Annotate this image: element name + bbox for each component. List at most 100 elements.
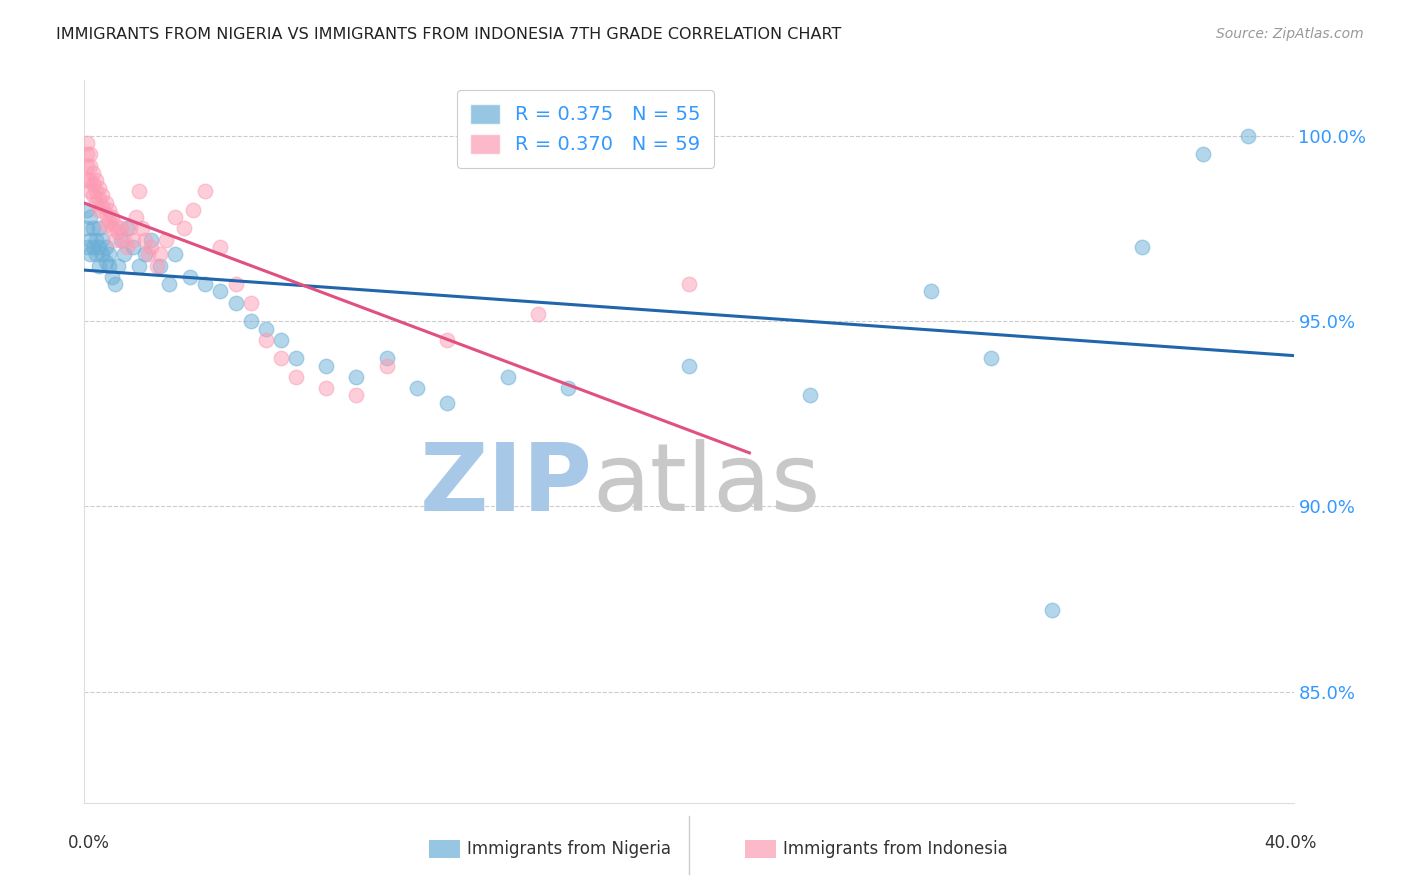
Text: Immigrants from Indonesia: Immigrants from Indonesia xyxy=(783,840,1008,858)
Point xyxy=(97,214,120,228)
Point xyxy=(82,240,104,254)
Point xyxy=(1130,240,1153,254)
Point xyxy=(94,240,117,254)
Point xyxy=(82,166,104,180)
Point xyxy=(128,185,150,199)
Point xyxy=(91,188,114,202)
Point xyxy=(179,269,201,284)
Point xyxy=(346,388,368,402)
Point xyxy=(225,295,247,310)
Point xyxy=(97,202,120,217)
Point xyxy=(139,240,162,254)
Point xyxy=(678,277,700,291)
Point xyxy=(91,247,114,261)
Point xyxy=(149,247,172,261)
Point xyxy=(100,221,122,235)
Point xyxy=(79,233,101,247)
Point xyxy=(91,199,114,213)
Point xyxy=(76,173,98,187)
Point xyxy=(136,247,159,261)
Point xyxy=(107,225,129,239)
Point xyxy=(86,185,108,199)
Point xyxy=(173,221,195,235)
Point xyxy=(239,314,262,328)
Point xyxy=(181,202,204,217)
Point xyxy=(115,240,138,254)
Point xyxy=(557,381,579,395)
Point xyxy=(76,221,98,235)
Text: Source: ZipAtlas.com: Source: ZipAtlas.com xyxy=(1216,27,1364,41)
Point xyxy=(100,269,122,284)
Point xyxy=(76,136,98,151)
Point xyxy=(79,173,101,187)
Point xyxy=(346,369,368,384)
Point xyxy=(86,233,108,247)
Point xyxy=(194,185,217,199)
Point xyxy=(436,333,458,347)
Point xyxy=(678,359,700,373)
Point xyxy=(107,259,129,273)
Point xyxy=(121,240,143,254)
Point xyxy=(1040,603,1063,617)
Point xyxy=(239,295,262,310)
Point xyxy=(89,180,111,194)
Point xyxy=(86,247,108,261)
Point xyxy=(112,233,135,247)
Point xyxy=(118,221,141,235)
Point xyxy=(86,173,108,187)
Text: IMMIGRANTS FROM NIGERIA VS IMMIGRANTS FROM INDONESIA 7TH GRADE CORRELATION CHART: IMMIGRANTS FROM NIGERIA VS IMMIGRANTS FR… xyxy=(56,27,842,42)
Point xyxy=(1237,128,1260,143)
Point xyxy=(89,221,111,235)
Point xyxy=(375,359,398,373)
Point xyxy=(82,188,104,202)
Point xyxy=(94,218,117,232)
Point xyxy=(209,240,232,254)
Point xyxy=(110,233,132,247)
Point xyxy=(79,185,101,199)
Point xyxy=(315,381,337,395)
Point xyxy=(157,277,180,291)
Point xyxy=(131,221,153,235)
Point xyxy=(194,277,217,291)
Point xyxy=(128,259,150,273)
Point xyxy=(89,259,111,273)
Text: 0.0%: 0.0% xyxy=(67,834,110,852)
Point xyxy=(270,351,292,366)
Point xyxy=(94,207,117,221)
Point xyxy=(97,259,120,273)
Point xyxy=(165,247,187,261)
Point xyxy=(115,221,138,235)
Point xyxy=(79,147,101,161)
Point xyxy=(920,285,942,299)
Point xyxy=(285,369,308,384)
Point xyxy=(100,211,122,225)
Point xyxy=(254,333,277,347)
Point xyxy=(89,202,111,217)
Legend: R = 0.375   N = 55, R = 0.370   N = 59: R = 0.375 N = 55, R = 0.370 N = 59 xyxy=(457,90,714,168)
Text: Immigrants from Nigeria: Immigrants from Nigeria xyxy=(467,840,671,858)
Point xyxy=(270,333,292,347)
Point xyxy=(121,233,143,247)
Point xyxy=(104,277,127,291)
Text: 40.0%: 40.0% xyxy=(1264,834,1317,852)
Point xyxy=(104,218,127,232)
Point xyxy=(406,381,429,395)
Point xyxy=(79,159,101,173)
Point xyxy=(799,388,821,402)
Point xyxy=(79,211,101,225)
Point xyxy=(94,255,117,269)
Point xyxy=(82,177,104,191)
Point xyxy=(436,395,458,409)
Point xyxy=(86,195,108,210)
Point xyxy=(112,247,135,261)
Point xyxy=(125,211,148,225)
Point xyxy=(76,240,98,254)
Text: ZIP: ZIP xyxy=(419,439,592,531)
Point xyxy=(496,369,519,384)
Text: atlas: atlas xyxy=(592,439,821,531)
Point xyxy=(91,233,114,247)
Point xyxy=(76,159,98,173)
Point xyxy=(94,195,117,210)
Point xyxy=(134,247,156,261)
Point xyxy=(104,233,127,247)
